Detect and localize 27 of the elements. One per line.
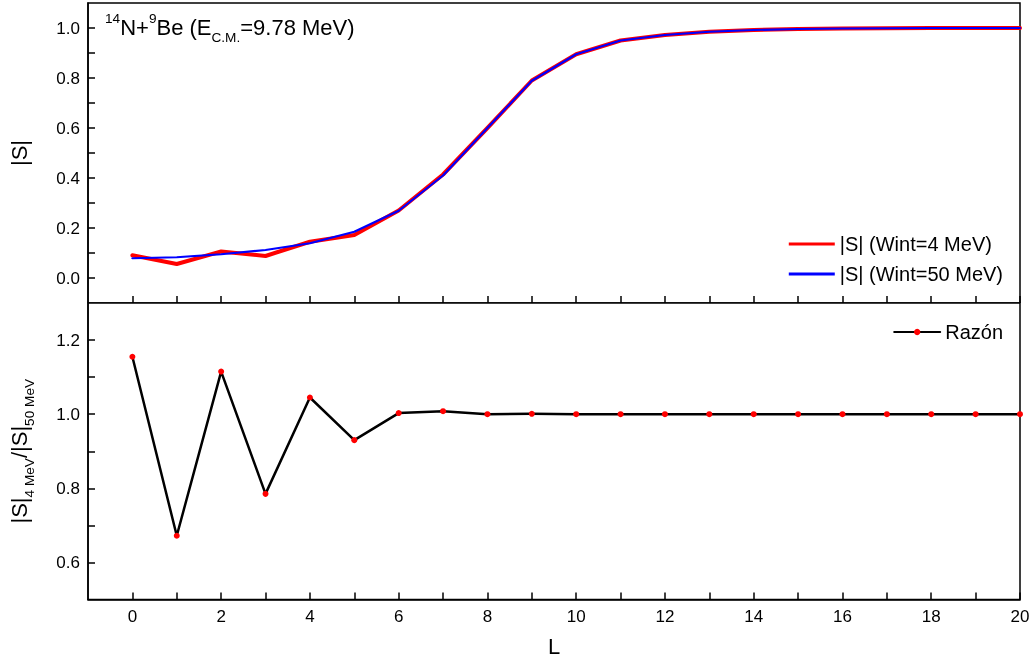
x-tick-label: 20: [1010, 606, 1030, 626]
x-tick-label: 14: [744, 606, 764, 626]
y-axis-title: |S|4 MeV/|S|50 MeV: [7, 378, 37, 524]
x-tick-label: 0: [127, 606, 138, 626]
y-tick-label: 0.0: [56, 268, 80, 288]
y-tick-label: 0.6: [56, 552, 80, 572]
legend-label: |S| (Wint=4 MeV): [839, 233, 992, 255]
legend-label: Razón: [945, 321, 1003, 343]
x-axis-title: L: [547, 633, 561, 659]
y-tick-label: 1.2: [56, 330, 80, 350]
x-tick-label: 18: [921, 606, 941, 626]
y-tick-label: 1.0: [56, 18, 80, 38]
x-tick-label: 10: [566, 606, 586, 626]
y-axis-title: |S|: [7, 139, 32, 167]
y-tick-label: 1.0: [56, 404, 80, 424]
y-tick-label: 0.8: [56, 478, 80, 498]
x-tick-label: 12: [655, 606, 675, 626]
x-tick-label: 6: [393, 606, 404, 626]
y-tick-label: 0.8: [56, 68, 80, 88]
y-tick-label: 0.2: [56, 218, 80, 238]
x-tick-label: 16: [833, 606, 852, 626]
y-tick-label: 0.4: [56, 168, 80, 188]
y-tick-label: 0.6: [56, 118, 80, 138]
x-tick-label: 2: [216, 606, 226, 626]
legend-label: |S| (Wint=50 MeV): [839, 263, 1004, 285]
x-tick-label: 8: [482, 606, 493, 626]
x-tick-label: 4: [305, 606, 315, 626]
